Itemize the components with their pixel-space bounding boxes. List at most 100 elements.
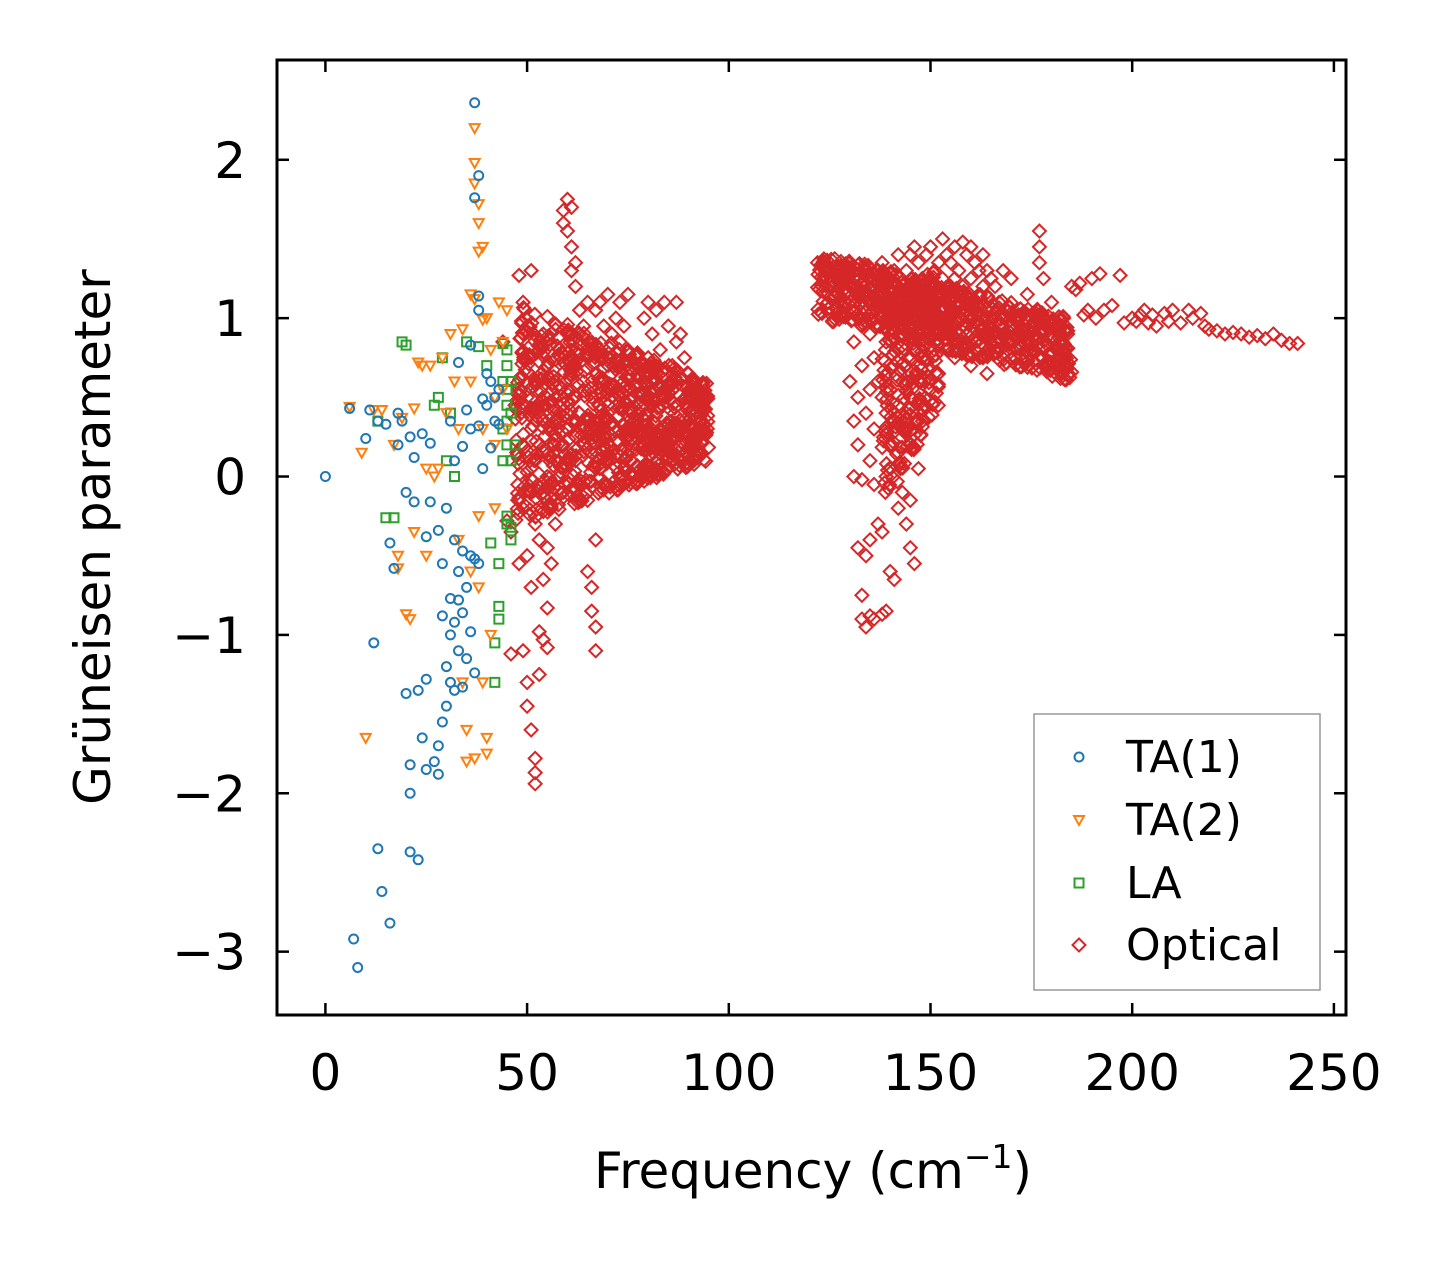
x-axis-label: Frequency (cm−1) <box>594 1137 1032 1200</box>
optical-point <box>903 275 920 292</box>
optical-point <box>619 442 636 459</box>
optical-point <box>640 294 657 311</box>
optical-point <box>854 286 870 303</box>
optical-point <box>1011 310 1028 327</box>
optical-point <box>1172 314 1189 331</box>
ta-1-point <box>432 740 444 752</box>
x-tick-label: 0 <box>310 1044 342 1102</box>
optical-point <box>609 482 626 498</box>
ta-2-point <box>411 357 425 370</box>
optical-point <box>862 326 878 342</box>
ta-1-point <box>461 581 473 593</box>
optical-point <box>1058 350 1075 367</box>
optical-point <box>579 349 596 366</box>
ta-2-point <box>431 463 446 476</box>
optical-point <box>519 389 536 406</box>
optical-point <box>671 457 688 474</box>
optical-point <box>922 318 939 334</box>
optical-point <box>1059 326 1076 342</box>
optical-point <box>902 318 919 334</box>
optical-point <box>810 266 826 283</box>
ta-1-point <box>436 716 448 728</box>
ta-2-point <box>391 550 405 563</box>
optical-point <box>543 500 560 517</box>
ta-1-point <box>436 610 448 622</box>
optical-point <box>999 333 1016 350</box>
optical-point <box>620 286 636 303</box>
optical-point <box>912 372 929 389</box>
optical-point <box>574 417 591 434</box>
x-tick-label: 250 <box>1286 1044 1381 1102</box>
ta-2-point <box>423 360 437 373</box>
la-point <box>497 337 509 349</box>
optical-point <box>1028 343 1045 360</box>
optical-point <box>942 318 959 334</box>
optical-point <box>547 316 564 333</box>
optical-point <box>591 341 608 358</box>
optical-point <box>539 639 556 656</box>
optical-point <box>693 446 710 463</box>
optical-point <box>1039 318 1056 334</box>
la-point <box>461 336 473 348</box>
optical-point <box>575 436 592 453</box>
optical-point <box>1067 281 1084 298</box>
optical-point <box>689 449 706 466</box>
optical-point <box>599 286 616 303</box>
optical-point <box>1044 368 1061 385</box>
optical-point <box>539 357 556 374</box>
optical-point <box>591 294 608 311</box>
optical-point <box>881 304 898 321</box>
optical-point <box>917 397 933 414</box>
optical-point <box>527 509 544 525</box>
ta-1-point <box>372 843 384 855</box>
y-tick-label: −1 <box>172 607 246 665</box>
optical-point <box>866 476 882 493</box>
ta-2-point <box>476 241 490 254</box>
optical-point <box>930 326 947 342</box>
optical-point <box>531 436 548 453</box>
optical-point <box>652 341 669 358</box>
ta-2-point <box>471 246 486 259</box>
optical-point <box>523 262 540 279</box>
optical-point <box>640 349 657 366</box>
optical-point <box>624 389 640 406</box>
optical-point <box>664 382 681 399</box>
optical-point <box>938 294 955 311</box>
ta-1-point <box>493 418 505 430</box>
optical-point <box>603 326 620 342</box>
optical-point <box>563 357 580 374</box>
ta-1-point <box>412 854 424 866</box>
axis-ticks: 0 50 100 150 200 250 −3 −2 −1 0 1 2 <box>172 60 1382 1102</box>
optical-point <box>614 402 631 419</box>
optical-point <box>656 294 673 311</box>
optical-point <box>820 294 837 311</box>
optical-point <box>894 484 911 501</box>
optical-point <box>519 674 536 691</box>
optical-point <box>882 266 899 282</box>
optical-point <box>591 460 608 477</box>
legend-label-ta-2: TA(2) <box>1125 795 1242 846</box>
optical-point <box>1289 335 1306 352</box>
la-point <box>509 439 521 451</box>
optical-point <box>551 355 568 372</box>
optical-point <box>529 445 546 462</box>
optical-point <box>854 318 870 334</box>
legend-marker-optical <box>1071 937 1087 953</box>
optical-point <box>511 555 527 572</box>
optical-point <box>519 318 536 334</box>
ta-2-point <box>451 424 466 437</box>
optical-point <box>910 254 927 271</box>
optical-point <box>849 436 866 453</box>
ta-1-point <box>465 339 477 351</box>
optical-point <box>563 452 580 469</box>
optical-point <box>665 430 682 447</box>
optical-point <box>644 326 661 342</box>
optical-point <box>914 310 931 327</box>
optical-point <box>882 326 899 342</box>
optical-point <box>917 399 934 416</box>
optical-point <box>563 238 580 255</box>
ta-1-point <box>469 192 481 204</box>
ta-1-point <box>408 452 420 464</box>
ta-2-point <box>488 439 502 452</box>
optical-point <box>914 413 931 430</box>
